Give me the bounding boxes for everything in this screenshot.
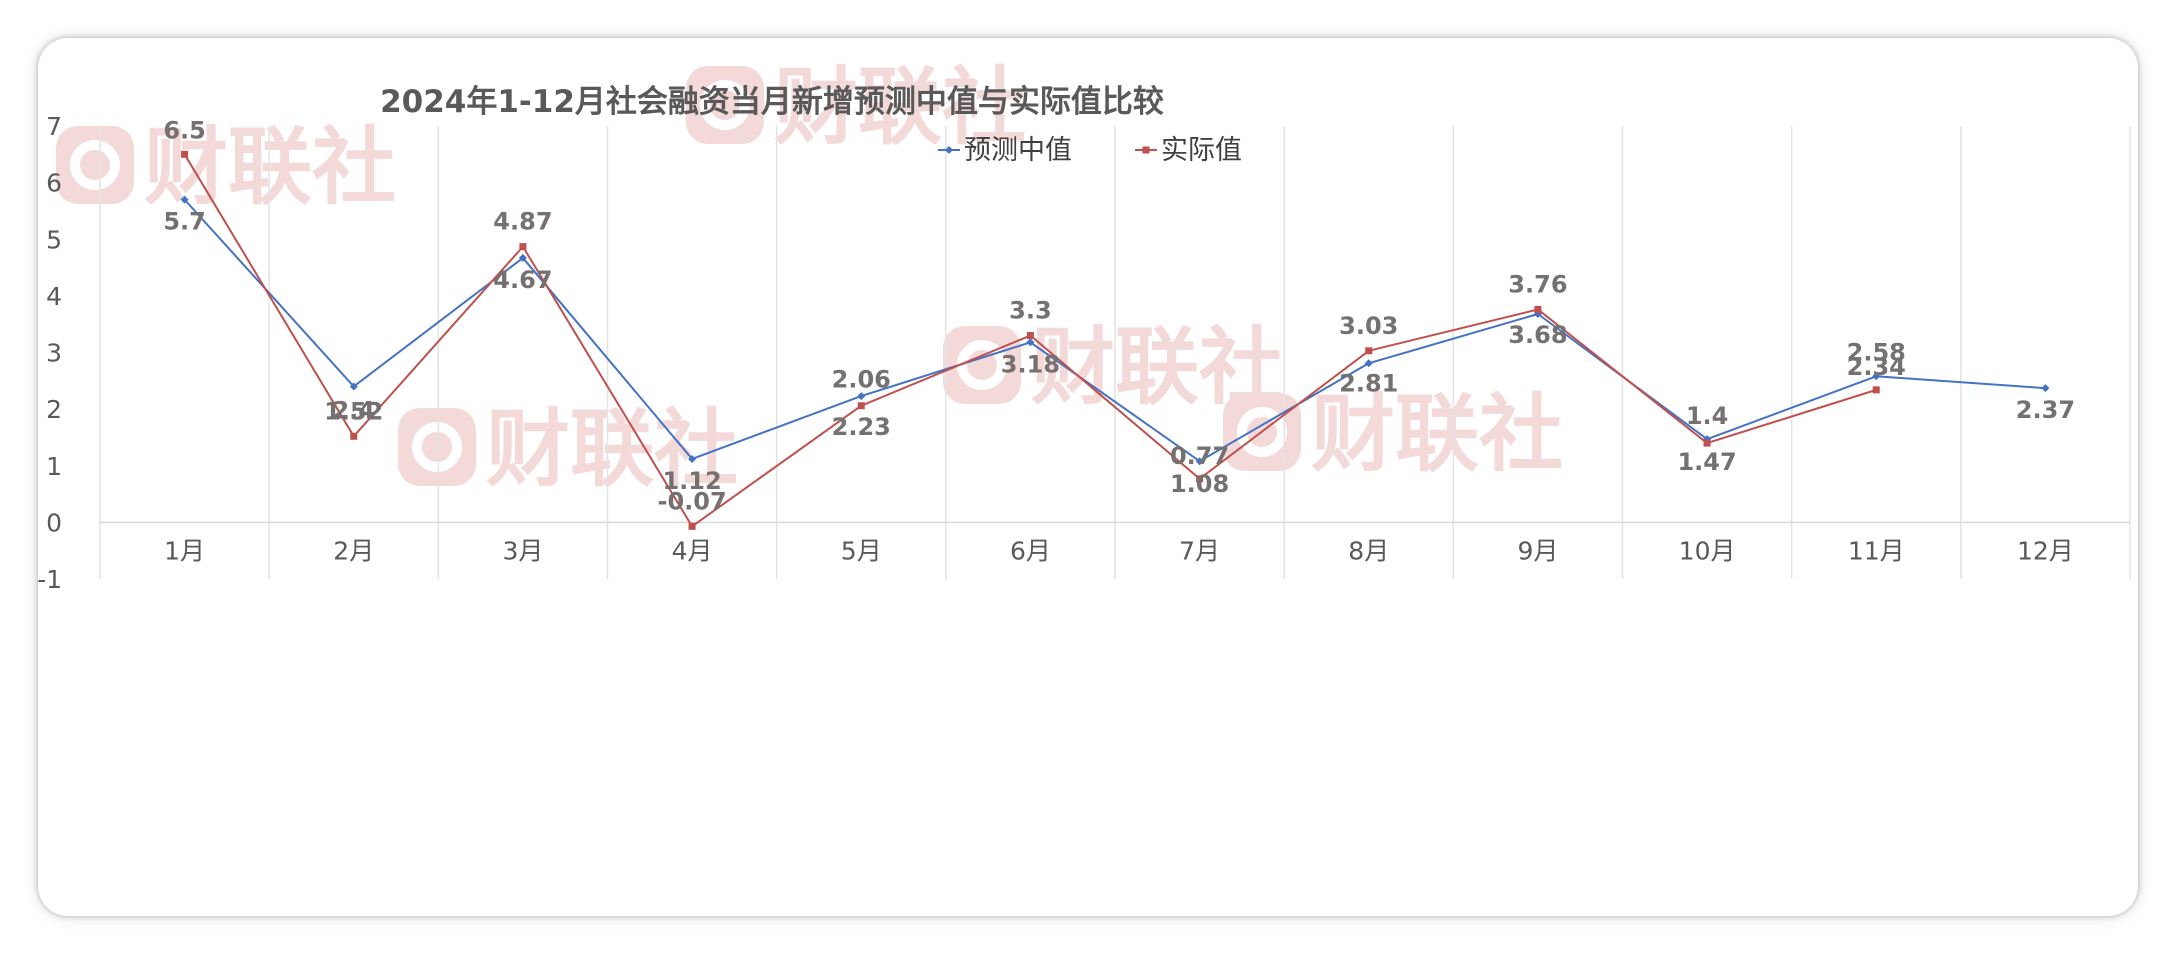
x-tick-label: 3月 — [502, 536, 543, 565]
data-point — [181, 150, 189, 158]
legend-label: 预测中值 — [964, 135, 1072, 166]
data-label: 4.87 — [493, 208, 552, 236]
data-label: 2.58 — [1847, 338, 1906, 366]
data-point — [857, 402, 865, 410]
data-label: 3.68 — [1508, 321, 1567, 349]
data-label: 1.4 — [1686, 402, 1729, 430]
series-actual — [181, 150, 1880, 530]
x-tick-label: 6月 — [1010, 536, 1051, 565]
data-label: 2.34 — [1847, 353, 1906, 381]
data-label: 6.5 — [163, 116, 206, 144]
watermark-logo-icon — [943, 326, 1021, 404]
data-point — [1534, 305, 1542, 313]
legend-item: 预测中值 — [938, 135, 1072, 166]
watermark-text: 财联社 — [774, 58, 1026, 156]
watermark-logo-ring — [412, 422, 462, 472]
x-tick-label: 8月 — [1348, 536, 1389, 565]
data-point — [1364, 359, 1373, 368]
data-point — [1195, 457, 1204, 466]
data-label: 3.76 — [1508, 270, 1567, 298]
data-point — [1026, 338, 1035, 347]
data-point — [1872, 372, 1881, 381]
data-label: 3.18 — [1001, 350, 1060, 378]
x-tick-label: 7月 — [1179, 536, 1220, 565]
watermark: 财联社 — [56, 118, 396, 216]
data-point — [1365, 347, 1373, 355]
y-tick-label: 7 — [46, 112, 62, 141]
watermark-logo-ring — [1237, 407, 1287, 457]
watermark-logo-icon — [56, 126, 134, 204]
y-axis: -1 0 1 2 3 4 5 6 7 — [38, 112, 62, 594]
data-point — [2041, 384, 2050, 393]
data-label: 1.52 — [324, 397, 383, 425]
legend-item: 实际值 — [1135, 135, 1242, 166]
data-label: 1.47 — [1677, 448, 1736, 476]
x-tick-label: 9月 — [1517, 536, 1558, 565]
x-tick-label: 5月 — [841, 536, 882, 565]
legend: 预测中值 实际值 — [938, 135, 1242, 166]
data-point — [518, 253, 527, 262]
watermark: 财联社 — [686, 58, 1026, 156]
watermark-logo-ring — [700, 80, 750, 130]
y-tick-label: -1 — [38, 565, 62, 594]
watermark-logo-ring — [70, 140, 120, 190]
x-tick-label: 4月 — [672, 536, 713, 565]
y-tick-label: 5 — [46, 225, 62, 254]
watermark: 财联社 — [1223, 385, 1563, 483]
watermark: 财联社 — [398, 400, 738, 498]
x-axis: 1月 2月 3月 4月 5月 6月 7月 8月 9月 10月 11月 12月 — [164, 536, 2074, 565]
data-label: 0.77 — [1170, 442, 1229, 470]
data-point — [349, 382, 358, 391]
x-tick-label: 11月 — [1848, 536, 1905, 565]
x-tick-label: 1月 — [164, 536, 205, 565]
legend-marker — [1142, 146, 1150, 154]
grid — [99, 126, 2131, 579]
y-tick-label: 0 — [46, 508, 62, 537]
data-point — [1703, 439, 1711, 447]
y-tick-label: 6 — [46, 169, 62, 198]
data-point — [688, 522, 696, 530]
data-label: 4.67 — [493, 266, 552, 294]
data-label: 1.08 — [1170, 470, 1229, 498]
data-point — [857, 392, 866, 401]
series-group — [180, 150, 2050, 530]
data-point — [1196, 475, 1204, 483]
data-point — [519, 243, 527, 251]
y-tick-label: 2 — [46, 395, 62, 424]
data-point — [1026, 332, 1034, 340]
watermark-text: 财联社 — [486, 400, 738, 498]
x-tick-label: 2月 — [333, 536, 374, 565]
data-point — [350, 432, 358, 440]
watermark: 财联社 — [943, 318, 1283, 416]
chart-card: 财联社 财联社 财联社 财联社 财联社 2024年1-12月社会融资当月新增预测中值与实… — [38, 38, 2138, 916]
x-tick-label: 12月 — [2017, 536, 2074, 565]
watermark-text: 财联社 — [1311, 385, 1563, 483]
data-labels: 5.7 2.4 4.67 1.12 2.23 3.18 1.08 2.81 3.68 1.47 2.… — [163, 116, 2075, 515]
legend-marker — [945, 146, 953, 154]
data-label: 2.23 — [832, 413, 891, 441]
x-tick-label: 10月 — [1679, 536, 1736, 565]
data-label: 2.4 — [332, 396, 375, 424]
watermark-logo-icon — [686, 66, 764, 144]
data-label: 2.37 — [2016, 396, 2075, 424]
data-label: 3.03 — [1339, 312, 1398, 340]
data-label: 1.12 — [662, 467, 721, 495]
data-label: 2.06 — [832, 366, 891, 394]
data-label: -0.07 — [657, 487, 726, 515]
watermark-logo-icon — [398, 408, 476, 486]
data-label: 3.3 — [1009, 297, 1052, 325]
y-tick-label: 3 — [46, 339, 62, 368]
y-tick-label: 1 — [46, 452, 62, 481]
y-tick-label: 4 — [46, 282, 62, 311]
legend-label: 实际值 — [1161, 135, 1242, 166]
chart-title: 2024年1-12月社会融资当月新增预测中值与实际值比较 — [380, 84, 1164, 120]
data-point — [688, 454, 697, 463]
data-point — [180, 195, 189, 204]
data-label: 5.7 — [163, 208, 206, 236]
data-label: 2.81 — [1339, 369, 1398, 397]
data-point — [1872, 386, 1880, 394]
